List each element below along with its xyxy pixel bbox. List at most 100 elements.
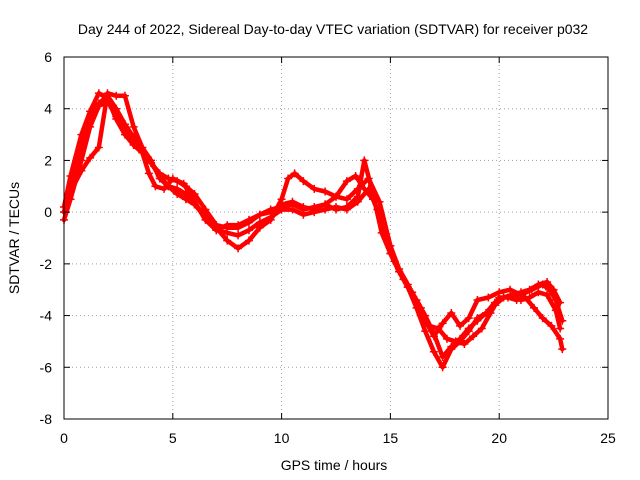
data-point: [234, 223, 243, 232]
data-point: [310, 202, 319, 211]
data-area: [60, 89, 567, 372]
x-tick-label: 5: [169, 430, 177, 446]
data-point: [447, 308, 456, 317]
x-tick-label: 25: [600, 430, 616, 446]
data-point: [460, 340, 469, 349]
data-point: [332, 205, 340, 214]
series-line: [61, 90, 563, 360]
plot-frame: [63, 56, 609, 420]
data-point: [144, 169, 153, 178]
data-point: [288, 200, 297, 209]
data-point: [353, 192, 362, 201]
data-point: [342, 195, 351, 204]
data-point: [456, 334, 465, 343]
data-point: [464, 324, 473, 333]
data-point: [473, 296, 482, 305]
data-point: [543, 277, 552, 286]
data-point: [290, 169, 299, 178]
data-point: [77, 166, 86, 175]
y-tick-label: -6: [40, 359, 53, 375]
data-point: [558, 345, 567, 354]
chart-title: Day 244 of 2022, Sidereal Day-to-day VTE…: [78, 21, 588, 37]
x-tick-label: 15: [383, 430, 399, 446]
data-point: [377, 215, 386, 224]
y-tick-label: 0: [44, 204, 52, 220]
data-point: [395, 267, 404, 276]
data-point: [112, 91, 121, 100]
data-point: [547, 321, 556, 330]
data-point: [438, 319, 447, 328]
data-point: [244, 218, 253, 227]
series-line: [61, 90, 565, 339]
data-point: [284, 174, 293, 183]
data-point: [147, 156, 156, 165]
data-point: [138, 143, 147, 152]
data-point: [438, 363, 447, 372]
data-point: [160, 184, 169, 193]
data-point: [321, 187, 330, 196]
data-point: [551, 306, 560, 315]
data-point: [277, 195, 286, 204]
ticks: [63, 56, 609, 420]
data-point: [469, 332, 478, 341]
data-point: [442, 334, 451, 343]
data-point: [421, 311, 430, 320]
data-point: [360, 184, 369, 193]
data-point: [86, 153, 95, 162]
data-point: [173, 177, 182, 186]
x-tick-label: 20: [491, 430, 507, 446]
data-point: [456, 321, 465, 330]
data-point: [490, 298, 499, 307]
data-point: [342, 202, 351, 211]
data-point: [351, 171, 360, 180]
data-point: [299, 205, 308, 214]
data-point: [421, 327, 430, 336]
data-point: [86, 115, 95, 124]
data-point: [66, 187, 75, 196]
data-point: [543, 290, 552, 299]
x-tick-label: 10: [274, 430, 290, 446]
data-point: [181, 190, 190, 199]
data-point: [556, 324, 565, 333]
data-point: [129, 122, 138, 131]
data-point: [155, 174, 164, 183]
data-point: [181, 182, 190, 191]
data-point: [556, 298, 565, 307]
data-point: [266, 205, 275, 214]
data-point: [447, 342, 456, 351]
data-point: [77, 146, 86, 155]
data-point: [403, 283, 412, 292]
y-tick-label: 6: [44, 49, 52, 65]
y-axis-label: SDTVAR / TECUs: [6, 182, 22, 294]
data-point: [120, 91, 129, 100]
data-point: [477, 324, 486, 333]
data-point: [342, 177, 351, 186]
data-point: [234, 244, 243, 253]
data-point: [534, 280, 543, 289]
y-tick-label: 4: [44, 101, 52, 117]
data-point: [516, 288, 525, 297]
data-point: [438, 352, 447, 361]
tick-labels: 0 5 10 15 20 25 -8 -6 -4 -2 0 2 4 6: [40, 49, 616, 446]
data-point: [549, 285, 558, 294]
x-axis-label: GPS time / hours: [281, 457, 388, 473]
data-point: [386, 249, 395, 258]
data-point: [299, 177, 308, 186]
data-point: [434, 324, 443, 333]
data-point: [360, 156, 369, 165]
data-point: [234, 231, 243, 240]
data-point: [556, 334, 565, 343]
data-point: [412, 296, 421, 305]
data-point: [321, 200, 330, 209]
data-point: [525, 293, 534, 302]
data-point: [223, 236, 232, 245]
data-point: [368, 195, 377, 204]
data-point: [525, 285, 534, 294]
grid: [64, 57, 608, 419]
data-point: [255, 210, 264, 219]
data-point: [332, 192, 340, 201]
data-point: [212, 223, 221, 232]
data-point: [173, 184, 182, 193]
data-point: [223, 223, 232, 232]
data-point: [530, 303, 539, 312]
